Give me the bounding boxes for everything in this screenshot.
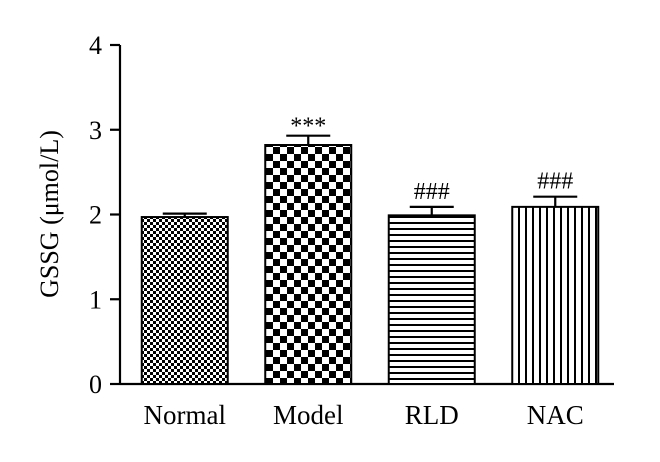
y-tick-label: 4 — [89, 31, 102, 60]
x-axis-ticks: Normal Model RLD NAC — [144, 400, 584, 430]
y-axis-ticks: 0 1 2 3 4 — [89, 31, 120, 399]
y-tick-label: 0 — [89, 370, 102, 399]
bars-group: *** ### ### — [140, 114, 600, 385]
x-tick-label: Normal — [144, 400, 226, 430]
y-tick-label: 3 — [89, 116, 102, 145]
bar-rld — [387, 214, 476, 385]
bar-nac — [511, 205, 600, 385]
y-tick-label: 1 — [89, 285, 102, 314]
significance-annotation: ### — [537, 169, 573, 195]
y-axis-label: GSSG (μmol/L) — [35, 130, 64, 298]
x-tick-label: RLD — [405, 400, 459, 430]
significance-annotation: *** — [290, 114, 326, 140]
significance-annotation: ### — [414, 179, 450, 205]
y-tick-label: 2 — [89, 201, 102, 230]
bar-normal — [140, 216, 229, 385]
x-tick-label: Model — [273, 400, 344, 430]
bar-model — [264, 144, 353, 385]
x-tick-label: NAC — [527, 400, 584, 430]
